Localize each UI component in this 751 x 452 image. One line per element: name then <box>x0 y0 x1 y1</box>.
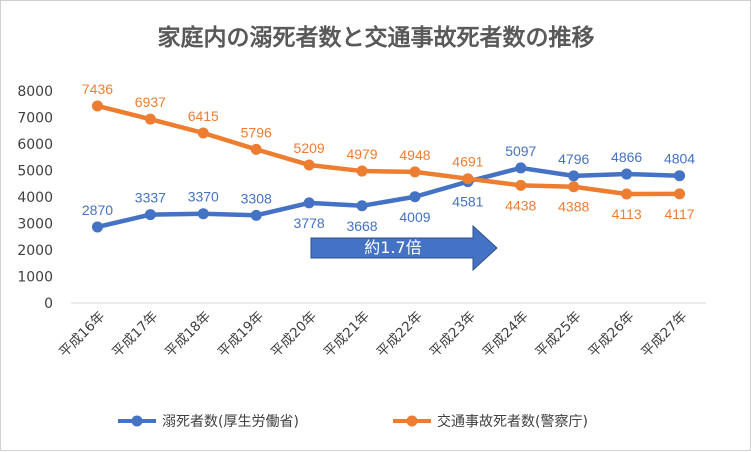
data-point <box>303 197 315 209</box>
y-tick-label: 2000 <box>17 243 53 259</box>
legend: 溺死者数(厚生労働省) 交通事故死者数(警察庁) <box>118 413 588 430</box>
data-label: 2870 <box>82 202 113 218</box>
data-label: 3668 <box>346 218 377 234</box>
data-label: 4438 <box>505 197 536 213</box>
x-tick-label: 平成25年 <box>532 309 584 361</box>
y-tick-label: 0 <box>44 296 53 312</box>
legend-item-2: 交通事故死者数(警察庁) <box>393 413 588 430</box>
series-2: 7436 6937 6415 5796 5209 4979 4948 4691 4438 4388… <box>82 81 695 222</box>
legend-item-1: 溺死者数(厚生労働省) <box>118 414 299 430</box>
data-label: 7436 <box>82 81 113 97</box>
series-line <box>95 165 682 230</box>
y-tick-label: 3000 <box>17 217 53 233</box>
series-line <box>95 103 682 197</box>
y-tick-label: 1000 <box>17 270 53 286</box>
x-tick-label: 平成18年 <box>162 309 214 361</box>
data-label: 6415 <box>188 108 219 124</box>
data-point <box>621 168 633 180</box>
data-point <box>356 200 368 212</box>
chart-title: 家庭内の溺死者数と交通事故死者数の推移 <box>158 24 595 51</box>
annotation-arrow-shape <box>310 224 498 272</box>
data-label: 4796 <box>558 151 589 167</box>
y-tick-label: 6000 <box>17 137 53 153</box>
x-tick-label: 平成20年 <box>268 309 320 361</box>
legend-label: 交通事故死者数(警察庁) <box>437 413 588 430</box>
data-point <box>409 166 421 178</box>
y-axis: 0 1000 2000 3000 4000 5000 6000 7000 8000 <box>17 84 53 312</box>
data-label: 4388 <box>558 199 589 215</box>
y-tick-label: 7000 <box>17 111 53 127</box>
data-point <box>515 179 527 191</box>
series-layer: 2870 3337 3370 3308 3778 3668 4009 4581 5097 4796… <box>82 81 695 234</box>
data-label: 4948 <box>399 147 430 163</box>
data-point <box>91 100 103 112</box>
data-label: 4979 <box>346 146 377 162</box>
data-point <box>674 188 686 200</box>
series-1: 2870 3337 3370 3308 3778 3668 4009 4581 5097 4796… <box>82 143 695 234</box>
x-tick-label: 平成22年 <box>374 309 426 361</box>
data-point <box>621 188 633 200</box>
data-point <box>144 113 156 125</box>
x-tick-label: 平成17年 <box>109 309 161 361</box>
y-tick-label: 5000 <box>17 164 53 180</box>
data-point <box>568 170 580 182</box>
y-tick-label: 8000 <box>17 84 53 100</box>
data-point <box>250 143 262 155</box>
data-point <box>409 191 421 203</box>
data-point <box>197 208 209 220</box>
data-label: 4581 <box>452 194 483 210</box>
data-label: 4009 <box>399 209 430 225</box>
x-tick-label: 平成26年 <box>585 309 637 361</box>
x-tick-label: 平成24年 <box>480 309 532 361</box>
data-point <box>356 165 368 177</box>
data-point <box>515 162 527 174</box>
x-tick-label: 平成16年 <box>56 309 108 361</box>
data-label: 3308 <box>241 190 272 206</box>
data-point <box>674 170 686 182</box>
data-label: 5097 <box>505 143 536 159</box>
annotation-arrow: 約1.7倍 <box>310 224 498 272</box>
data-label: 3778 <box>294 215 325 231</box>
data-label: 4804 <box>664 151 695 167</box>
legend-marker <box>131 415 143 427</box>
legend-marker <box>406 415 418 427</box>
x-tick-label: 平成27年 <box>638 309 690 361</box>
data-label: 4691 <box>452 154 483 170</box>
x-axis: 平成16年 平成17年 平成18年 平成19年 平成20年 平成21年 平成22年 平成23年… <box>56 302 706 361</box>
legend-label: 溺死者数(厚生労働省) <box>162 414 299 430</box>
data-point <box>197 127 209 139</box>
data-point <box>568 181 580 193</box>
x-tick-label: 平成21年 <box>321 309 373 361</box>
data-point <box>91 221 103 233</box>
data-label: 5796 <box>241 124 272 140</box>
data-label: 4113 <box>612 206 642 222</box>
y-tick-label: 4000 <box>17 190 53 206</box>
data-label: 4117 <box>664 206 694 222</box>
data-label: 3337 <box>135 190 166 206</box>
annotation-text: 約1.7倍 <box>364 238 421 257</box>
data-point <box>303 159 315 171</box>
data-point <box>144 209 156 221</box>
x-tick-label: 平成23年 <box>427 309 479 361</box>
data-label: 3370 <box>188 189 219 205</box>
data-point <box>462 173 474 185</box>
data-label: 6937 <box>135 94 166 110</box>
x-tick-label: 平成19年 <box>215 309 267 361</box>
data-point <box>250 209 262 221</box>
data-label: 4866 <box>611 149 642 165</box>
data-label: 5209 <box>294 140 325 156</box>
